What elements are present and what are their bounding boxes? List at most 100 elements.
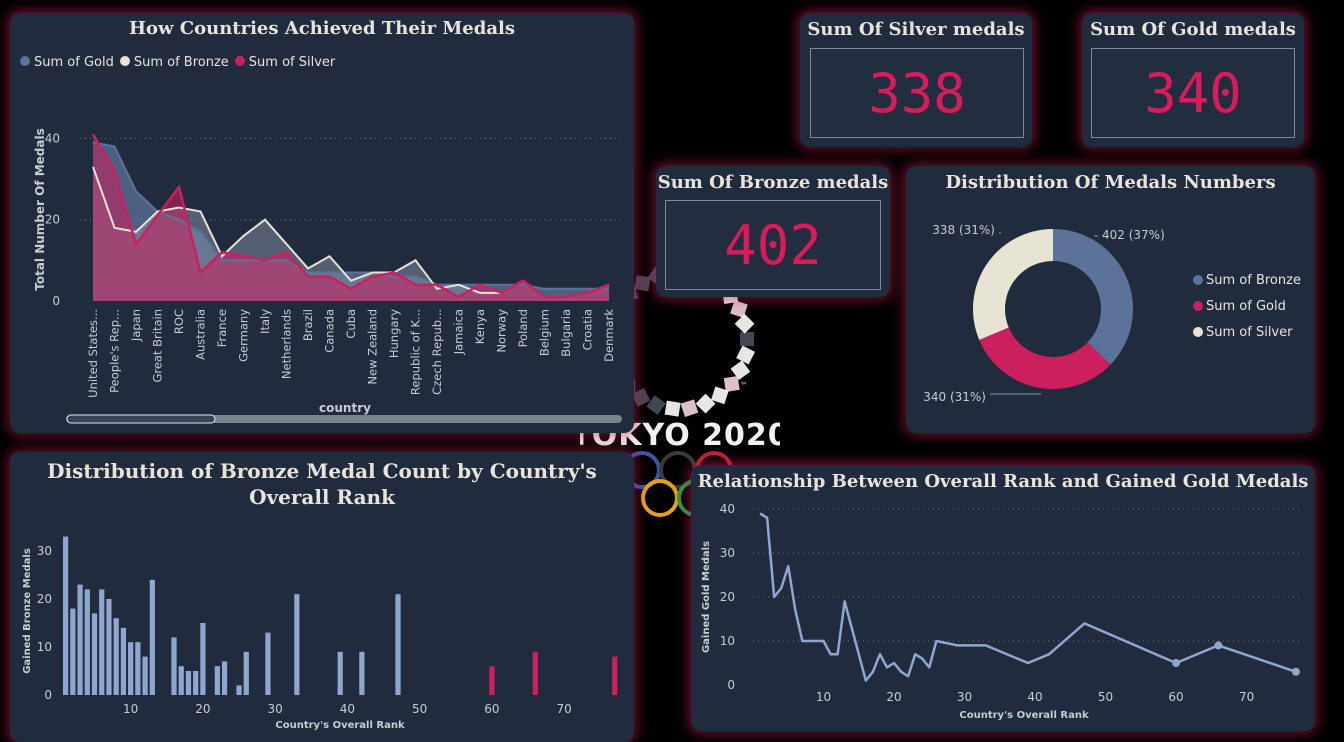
y-tick-label: 0 [52, 294, 60, 308]
y-axis-title: Total Number Of Medals [33, 128, 47, 291]
legend-label: Sum of Gold [34, 55, 114, 70]
legend-label: Sum of Silver [248, 55, 336, 70]
legend-item: Sum of Silver [234, 55, 336, 70]
legend-label: Sum of Gold [1206, 299, 1286, 314]
y-tick-label: 40 [720, 502, 735, 516]
legend-dot [234, 56, 245, 66]
donut-chart: 402 (37%) 340 (31%) 338 (31%) Sum of Bronze… [923, 223, 1301, 404]
legend-label: Sum of Bronze [1206, 273, 1301, 288]
x-tick-label: Italy [258, 309, 272, 334]
legend-label: Sum of Bronze [133, 55, 229, 70]
line-marker [1214, 641, 1223, 650]
y-axis-title: Gained Gold Medals [701, 541, 712, 653]
x-tick-label: People's Rep... [108, 309, 122, 393]
area-chart-title: How Countries Achieved Their Medals [129, 18, 515, 39]
line-marker [1291, 667, 1300, 676]
gold-card-title: Sum Of Gold medals [1090, 19, 1296, 40]
x-tick-label: 70 [557, 702, 572, 716]
bar [178, 666, 184, 695]
x-tick-label: 40 [340, 702, 355, 716]
logo-check [646, 395, 666, 415]
bar [337, 651, 343, 695]
x-tick-label: ROC [172, 309, 186, 334]
bar [70, 608, 76, 695]
logo-check [631, 387, 651, 407]
logo-check [711, 386, 729, 405]
x-tick-label: Germany [237, 309, 251, 362]
x-tick-label: United States... [86, 309, 100, 398]
area-series-line [91, 133, 610, 299]
logo-check [730, 300, 748, 318]
bar [395, 594, 401, 695]
bar [265, 632, 271, 695]
x-tick-label: Great Britain [151, 309, 165, 383]
y-tick-label: 0 [44, 688, 52, 702]
y-tick-label: 20 [45, 213, 60, 227]
x-tick-label: Croatia [581, 309, 595, 350]
logo-check [664, 400, 681, 417]
y-tick-label: 0 [727, 678, 735, 692]
rank-gold-title: Relationship Between Overall Rank and Ga… [697, 471, 1309, 492]
x-tick-label: 30 [957, 690, 972, 704]
y-tick-label: 20 [37, 592, 52, 606]
bar [77, 584, 83, 695]
legend-dot [1193, 301, 1203, 311]
bar [99, 589, 105, 695]
scrollbar-thumb[interactable] [66, 414, 216, 424]
bronze-card: Sum Of Bronze medals 402 [656, 166, 890, 297]
area-chart-legend: Sum of Gold Sum of Bronze Sum of Silver [20, 55, 341, 70]
x-tick-label: 50 [1098, 690, 1113, 704]
y-tick-label: 30 [720, 546, 735, 560]
x-tick-label: 40 [1027, 690, 1042, 704]
x-tick-label: Cuba [344, 309, 358, 339]
x-tick-label: Bulgaria [559, 309, 573, 357]
legend-dot [119, 56, 130, 66]
legend-label: Sum of Silver [1206, 325, 1293, 340]
bar [63, 536, 69, 695]
x-tick-label: Kenya [473, 309, 487, 344]
bar [84, 589, 90, 695]
donut-slice [973, 229, 1053, 340]
x-axis-title: Country's Overall Rank [275, 720, 405, 731]
bronze-bar-title: Distribution of Bronze Medal Count by Co… [47, 459, 597, 509]
bar [221, 661, 228, 695]
x-tick-label: France [215, 309, 229, 347]
silver-card-title: Sum Of Silver medals [807, 19, 1025, 40]
donut-chart-title: Distribution Of Medals Numbers [945, 172, 1276, 193]
logo-check [680, 399, 699, 417]
legend-dot [1193, 327, 1203, 337]
bar [185, 671, 192, 695]
bar [243, 651, 249, 695]
x-axis-title: country [319, 401, 371, 415]
y-tick-label: 40 [45, 131, 60, 145]
silver-card: Sum Of Silver medals 338 [800, 13, 1032, 147]
x-tick-label: 20 [195, 702, 210, 716]
legend-item: Sum of Gold [20, 55, 114, 70]
bar [359, 651, 365, 695]
y-axis-title: Gained Bronze Medals [22, 548, 33, 674]
bar [113, 618, 119, 695]
rank-gold-panel: Relationship Between Overall Rank and Ga… [691, 465, 1315, 731]
bar [120, 627, 127, 695]
donut-data-label: 402 (37%) [1102, 228, 1165, 242]
y-tick-label: 10 [720, 634, 735, 648]
bar [106, 599, 112, 695]
bar [200, 623, 206, 695]
x-tick-label: 10 [123, 702, 138, 716]
x-tick-label: 20 [886, 690, 901, 704]
olympic-ring [641, 479, 679, 517]
logo-check [634, 275, 651, 292]
area-series-line [92, 141, 609, 290]
x-tick-label: Czech Repub... [430, 309, 444, 395]
x-tick-label: Hungary [387, 309, 401, 358]
bar [294, 594, 300, 695]
y-tick-label: 30 [37, 544, 52, 558]
bar [135, 642, 141, 695]
legend-dot [20, 56, 30, 66]
x-tick-label: 30 [268, 702, 283, 716]
donut-data-label: 338 (31%) [932, 223, 995, 237]
bar [214, 666, 220, 695]
bronze-bar-panel: Distribution of Bronze Medal Count by Co… [10, 452, 634, 742]
bar [532, 651, 538, 695]
x-tick-label: Australia [194, 309, 208, 360]
